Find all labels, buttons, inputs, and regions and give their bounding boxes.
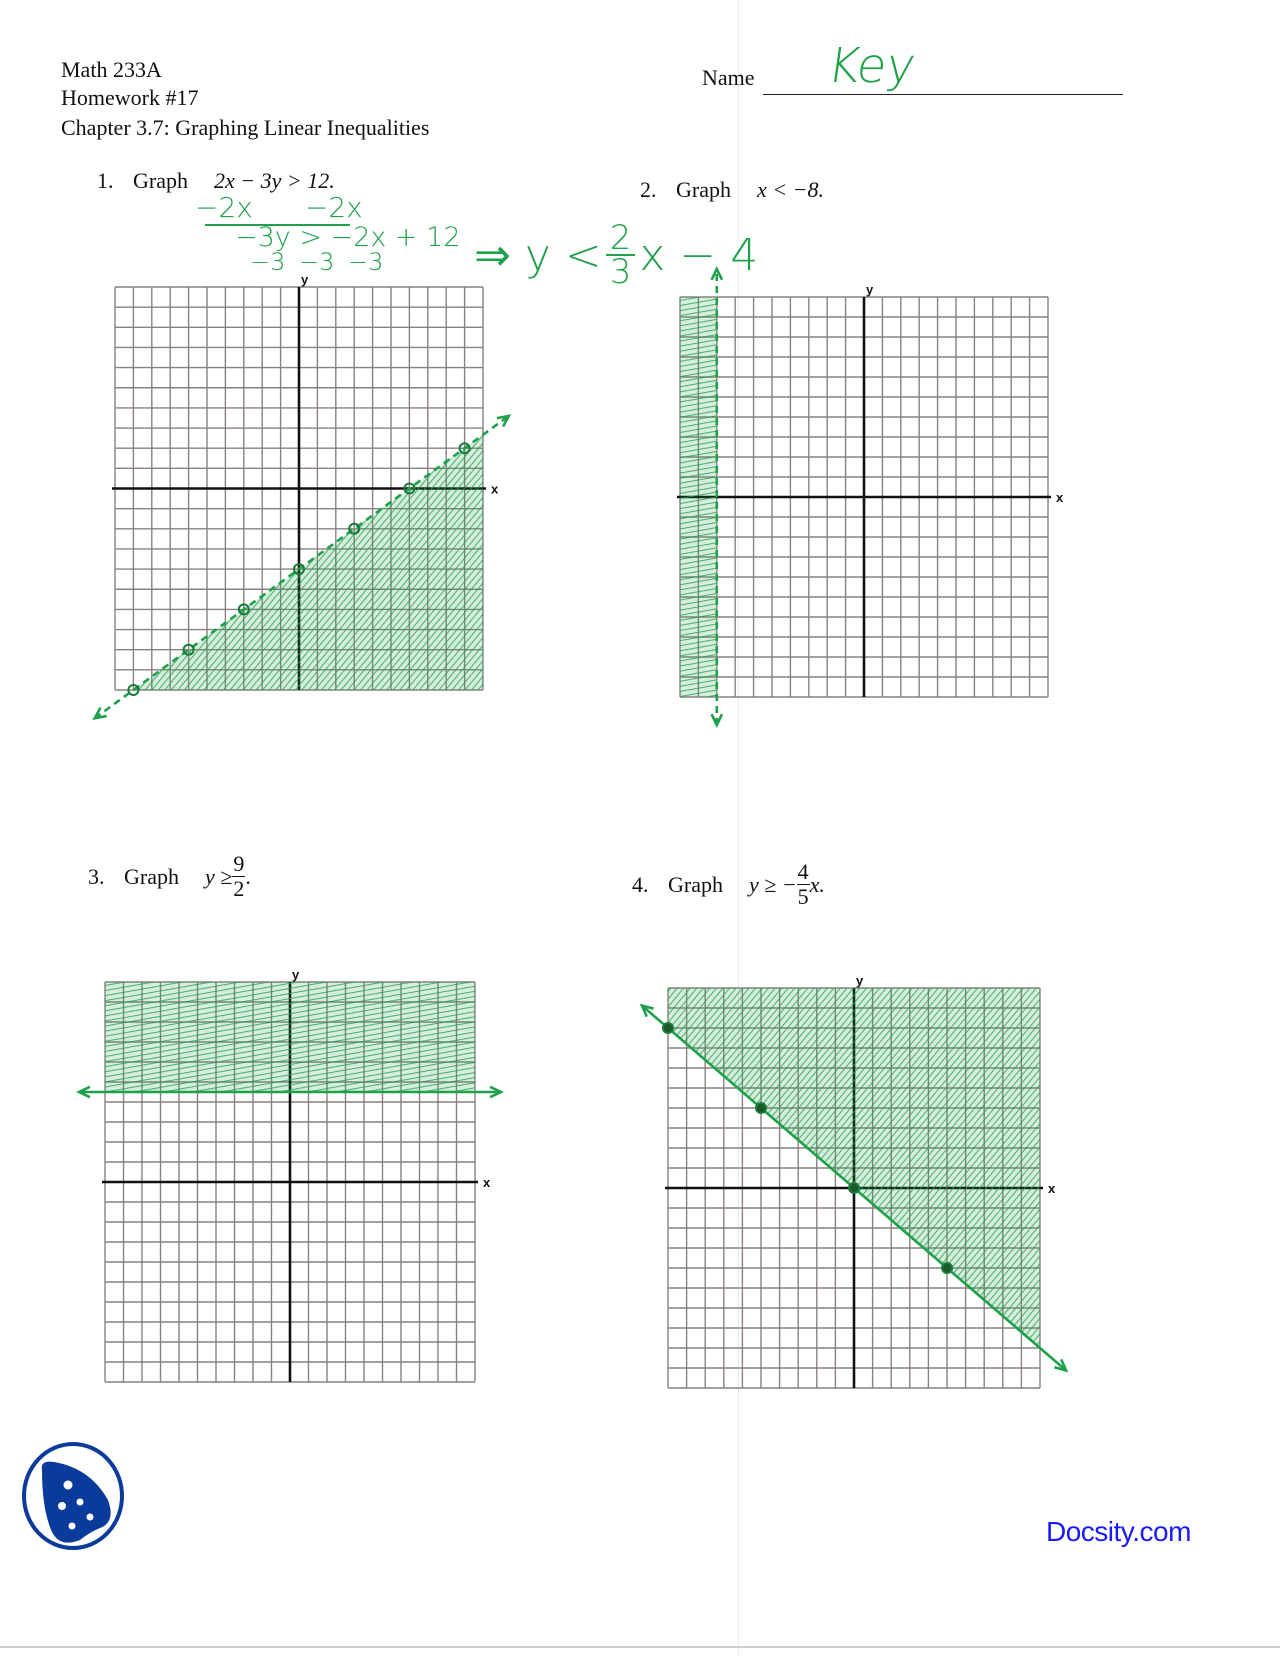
docsity-brand-link[interactable]: Docsity.com <box>1046 1516 1191 1547</box>
y-axis-label: y <box>866 282 874 297</box>
graph-problem-1: xy <box>92 272 512 720</box>
problem-number: 2. <box>640 177 657 202</box>
arrowhead-icon <box>639 1003 654 1018</box>
fraction-numerator: 4 <box>796 859 810 885</box>
problem-inequality: x < −8. <box>756 177 824 202</box>
problem-number: 4. <box>632 871 649 897</box>
plotted-point <box>755 1102 767 1114</box>
plotted-point <box>293 563 305 576</box>
arrowhead-icon <box>76 1085 91 1099</box>
graph-problem-3: xy <box>76 967 504 1383</box>
plotted-point <box>941 1262 953 1274</box>
plotted-point <box>237 603 250 616</box>
fraction-denominator: 5 <box>797 884 809 909</box>
arrowhead-icon <box>489 1085 504 1099</box>
problem-verb: Graph <box>124 863 179 889</box>
problem-2-prompt: 2. Graph x < −8. <box>640 177 824 203</box>
y-axis-label: y <box>856 973 864 988</box>
problem-number: 3. <box>88 863 105 889</box>
problem-verb: Graph <box>133 168 188 193</box>
name-label: Name <box>702 65 755 90</box>
shaded-region-hatching <box>668 988 1040 1348</box>
plotted-point <box>662 1022 674 1034</box>
x-axis-label: x <box>1056 490 1064 505</box>
graph-problem-4: xy <box>639 973 1069 1389</box>
fraction-denominator: 3 <box>609 252 632 292</box>
x-axis-label: x <box>491 482 499 497</box>
problem-inequality: y ≥ <box>204 863 233 889</box>
problem-number: 1. <box>97 168 114 193</box>
x-axis-label: x <box>483 1175 491 1190</box>
work-underline <box>205 224 350 226</box>
course-title: Math 233A <box>61 57 162 82</box>
shaded-region-hatching <box>680 297 717 697</box>
chapter-title: Chapter 3.7: Graphing Linear Inequalitie… <box>61 115 430 140</box>
work-step-3: −3 −3 −3 <box>250 248 384 276</box>
problem-inequality: y ≥ − <box>748 871 797 897</box>
work-step-2: −3y > −2x + 12 <box>235 222 461 253</box>
boundary-line <box>94 414 510 720</box>
work-term: −2x <box>195 191 253 224</box>
work-step-1: −2x −2x <box>195 193 363 223</box>
arrowhead-icon <box>496 414 512 428</box>
y-axis-label: y <box>301 272 309 287</box>
page-bottom-edge <box>0 1646 1280 1648</box>
result-prefix: ⇒ y < <box>474 229 602 281</box>
result-suffix: x − 4 <box>639 229 759 281</box>
y-axis-label: y <box>292 967 300 982</box>
plotted-point <box>458 442 471 455</box>
homework-title: Homework #17 <box>61 85 199 110</box>
fraction-denominator: 2 <box>233 876 245 901</box>
name-field <box>763 70 1123 95</box>
x-axis-label: x <box>1048 1181 1056 1196</box>
plotted-point <box>127 684 140 696</box>
page-fold-line <box>738 0 739 1656</box>
work-term: −2x <box>304 191 363 224</box>
problem-verb: Graph <box>676 177 731 202</box>
inequality-tail: . <box>245 863 251 889</box>
inequality-tail: x. <box>809 871 825 897</box>
arrowhead-icon <box>710 713 724 728</box>
work-result: ⇒ y < 2 3 x − 4 <box>474 221 759 292</box>
plotted-point <box>403 482 416 495</box>
arrowhead-icon <box>1054 1358 1069 1373</box>
problem-4-prompt: 4. Graph y ≥ − 4 5 x. <box>632 860 825 909</box>
arrowhead-icon <box>710 266 724 281</box>
arrowhead-icon <box>92 707 107 720</box>
graph-problem-2: xy <box>677 266 1064 728</box>
problem-1-prompt: 1. Graph 2x − 3y > 12. <box>97 168 335 194</box>
fraction-numerator: 9 <box>232 851 246 877</box>
shaded-region-hatching <box>105 982 475 1092</box>
fraction-numerator: 2 <box>605 221 636 256</box>
plotted-point <box>848 1182 860 1194</box>
result-fraction: 2 3 <box>605 221 636 292</box>
problem-inequality: 2x − 3y > 12. <box>213 168 335 193</box>
problem-verb: Graph <box>668 871 723 897</box>
docsity-logo-icon <box>22 1442 124 1550</box>
plotted-point <box>348 522 361 535</box>
name-handwritten: Key <box>824 38 919 94</box>
plotted-point <box>182 643 195 656</box>
